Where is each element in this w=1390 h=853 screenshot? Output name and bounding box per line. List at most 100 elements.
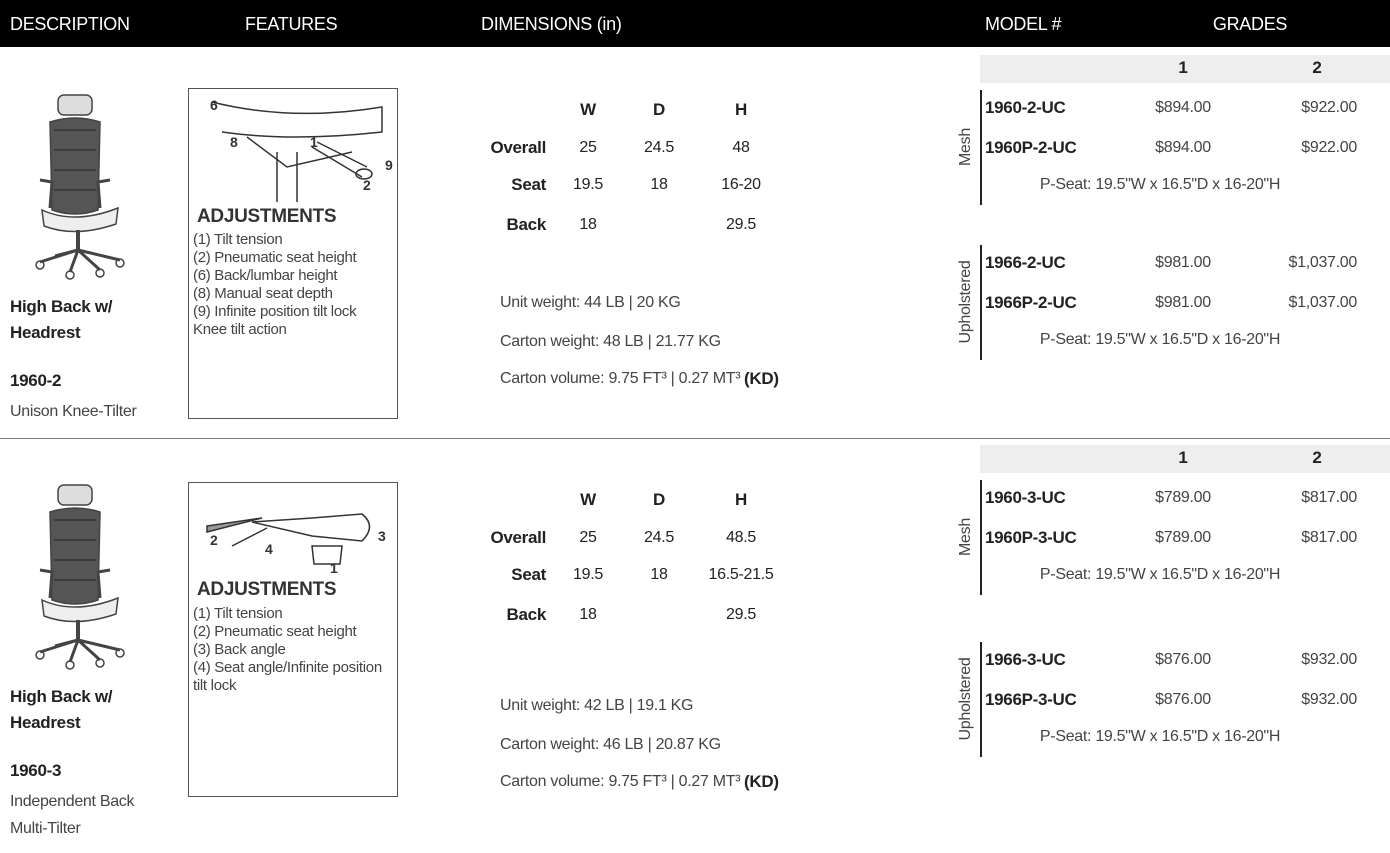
adjustment-item: (9) Infinite position tilt lock [193, 303, 393, 321]
model-code: 1960-3-UC [985, 487, 1065, 509]
dim-value: 25 [579, 137, 596, 159]
pseat-note: P-Seat: 19.5"W x 16.5"D x 16-20"H [1040, 726, 1280, 748]
adjustment-item: (3) Back angle [193, 641, 393, 659]
dim-value: 48.5 [726, 527, 756, 549]
dim-value: 18 [579, 214, 596, 236]
diagram-callout: 3 [378, 525, 386, 547]
header-label: DIMENSIONS (in) [481, 13, 622, 35]
volume: Carton volume: 9.75 FT³ | 0.27 MT³ [500, 771, 740, 793]
dim-label: Back [507, 604, 546, 626]
adjustment-item: (8) Manual seat depth [193, 285, 393, 303]
adjustment-item: (2) Pneumatic seat height [193, 623, 393, 641]
grade-label: 1 [1178, 57, 1187, 79]
group-label: Upholstered [955, 658, 977, 741]
dim-value: 24.5 [644, 527, 674, 549]
price: $981.00 [1155, 252, 1211, 274]
dim-value: 16.5-21.5 [709, 564, 774, 586]
dim-column: H [735, 99, 747, 121]
diagram-callout: 2 [363, 174, 371, 196]
dim-label: Seat [511, 174, 546, 196]
header-label: DESCRIPTION [10, 13, 130, 35]
dim-value: 24.5 [644, 137, 674, 159]
pseat-note: P-Seat: 19.5"W x 16.5"D x 16-20"H [1040, 174, 1280, 196]
group-label: Upholstered [955, 261, 977, 344]
model-code: 1966-2-UC [985, 252, 1065, 274]
dim-value: 16-20 [721, 174, 760, 196]
product-model: 1960-2 [10, 370, 61, 392]
dim-column: D [653, 489, 665, 511]
grade-label: 1 [1178, 447, 1187, 469]
dim-value: 18 [650, 174, 667, 196]
pseat-note: P-Seat: 19.5"W x 16.5"D x 16-20"H [1040, 564, 1280, 586]
price: $932.00 [1301, 649, 1357, 671]
header-label: GRADES [1213, 13, 1287, 35]
weight: Carton weight: 48 LB | 21.77 KG [500, 331, 721, 353]
volume-suffix: (KD) [744, 771, 779, 793]
features-diagram [192, 92, 392, 202]
price: $1,037.00 [1289, 292, 1357, 314]
header-label: MODEL # [985, 13, 1061, 35]
header-bar [0, 0, 1390, 47]
product-name: High Back w/ Headrest [10, 294, 160, 346]
dim-label: Seat [511, 564, 546, 586]
price: $894.00 [1155, 97, 1211, 119]
model-code: 1960P-3-UC [985, 527, 1077, 549]
product-subtitle: Independent Back Multi-Tilter [10, 788, 160, 842]
dim-column: W [580, 99, 596, 121]
chair-image [20, 90, 140, 285]
header-label: FEATURES [245, 13, 337, 35]
adjustment-item: Knee tilt action [193, 321, 393, 339]
row-separator [0, 438, 1390, 439]
pseat-note: P-Seat: 19.5"W x 16.5"D x 16-20"H [1040, 329, 1280, 351]
model-code: 1960-2-UC [985, 97, 1065, 119]
group-rule [980, 245, 982, 360]
group-label: Mesh [955, 128, 977, 166]
group-rule [980, 90, 982, 205]
volume: Carton volume: 9.75 FT³ | 0.27 MT³ [500, 368, 740, 390]
price: $922.00 [1301, 137, 1357, 159]
adjustments-title: ADJUSTMENTS [197, 579, 336, 601]
adjustment-item: (1) Tilt tension [193, 231, 393, 249]
dim-label: Overall [490, 137, 546, 159]
price: $789.00 [1155, 527, 1211, 549]
diagram-callout: 1 [310, 131, 318, 153]
diagram-callout: 2 [210, 529, 218, 551]
weight: Unit weight: 42 LB | 19.1 KG [500, 695, 693, 717]
adjustment-item: (2) Pneumatic seat height [193, 249, 393, 267]
adjustment-item: (1) Tilt tension [193, 605, 393, 623]
model-code: 1966P-3-UC [985, 689, 1077, 711]
dim-label: Back [507, 214, 546, 236]
dim-value: 29.5 [726, 214, 756, 236]
price: $876.00 [1155, 649, 1211, 671]
dim-value: 48 [732, 137, 749, 159]
diagram-callout: 4 [265, 538, 273, 560]
price: $876.00 [1155, 689, 1211, 711]
group-rule [980, 642, 982, 757]
price: $817.00 [1301, 527, 1357, 549]
volume-suffix: (KD) [744, 368, 779, 390]
weight: Carton weight: 46 LB | 20.87 KG [500, 734, 721, 756]
model-code: 1960P-2-UC [985, 137, 1077, 159]
price-sheet: DESCRIPTION FEATURES DIMENSIONS (in) MODEL … [0, 0, 1390, 853]
dim-value: 29.5 [726, 604, 756, 626]
adjustments-title: ADJUSTMENTS [197, 206, 336, 228]
chair-image [20, 480, 140, 675]
product-name: High Back w/ Headrest [10, 684, 160, 736]
price: $922.00 [1301, 97, 1357, 119]
dim-column: D [653, 99, 665, 121]
price: $1,037.00 [1289, 252, 1357, 274]
product-subtitle: Unison Knee-Tilter [10, 398, 160, 425]
group-label: Mesh [955, 518, 977, 556]
adjustment-item: (6) Back/lumbar height [193, 267, 393, 285]
price: $981.00 [1155, 292, 1211, 314]
price: $789.00 [1155, 487, 1211, 509]
dim-value: 19.5 [573, 174, 603, 196]
group-rule [980, 480, 982, 595]
dim-value: 19.5 [573, 564, 603, 586]
diagram-callout: 6 [210, 94, 218, 116]
dim-value: 25 [579, 527, 596, 549]
grade-label: 2 [1312, 447, 1321, 469]
price: $894.00 [1155, 137, 1211, 159]
grade-label: 2 [1312, 57, 1321, 79]
price: $817.00 [1301, 487, 1357, 509]
